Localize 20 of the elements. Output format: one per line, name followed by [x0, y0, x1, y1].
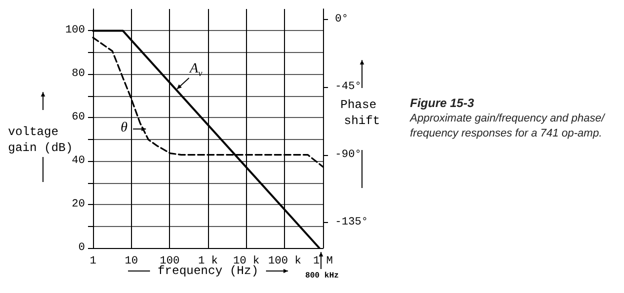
x-tick-label: 10: [124, 256, 138, 268]
x-tick-label: 100 k: [268, 256, 302, 268]
x-tick-label: 1: [90, 256, 97, 268]
text: Approximate gain/frequency and phase/frequency responses for a 741 op-amp.: [409, 112, 606, 140]
x-tick-label: 1 M: [313, 256, 333, 268]
y-tick-label: 80: [72, 68, 85, 80]
y2-tick-label: -90°: [335, 148, 362, 161]
y-axis-title: voltage gain (dB): [8, 125, 73, 155]
y-tick-label: 40: [72, 155, 85, 168]
y2-tick-label: 0°: [335, 14, 348, 26]
annotation: θ: [120, 120, 128, 136]
y-tick-label: 0: [78, 242, 85, 254]
text: 800 kHz: [305, 272, 339, 280]
y-tick-label: 100: [65, 24, 85, 37]
y-tick-label: 20: [72, 198, 85, 211]
y2-axis-title: Phase shift: [340, 98, 384, 128]
y2-tick-label: -45°: [335, 81, 362, 94]
y2-tick-label: -135°: [335, 216, 368, 228]
text: Figure 15-3: [410, 96, 474, 110]
y-tick-label: 60: [72, 112, 85, 124]
